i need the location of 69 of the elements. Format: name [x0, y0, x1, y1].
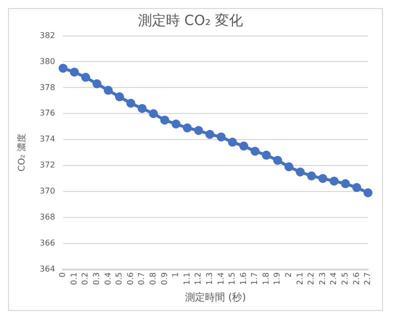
point	[273, 156, 282, 165]
point	[205, 130, 214, 139]
x-tick-label: 2.6	[352, 272, 361, 286]
point	[81, 72, 90, 82]
point	[340, 179, 350, 188]
x-tick-label: 1.7	[250, 272, 260, 286]
y-tick-label: 370	[40, 186, 56, 196]
x-tick-label: 0.1	[69, 272, 78, 286]
point	[307, 171, 316, 180]
x-tick-label: 1.8	[261, 272, 270, 286]
x-tick-label: 1.3	[204, 272, 214, 286]
x-tick-label: 2.2	[306, 272, 316, 286]
y-tick-label: 368	[40, 212, 56, 222]
point	[148, 109, 158, 118]
point	[194, 126, 204, 135]
y-tick-label: 382	[40, 30, 56, 40]
point	[126, 98, 136, 108]
x-tick-label: 0.8	[148, 272, 158, 286]
x-tick-label: 2	[284, 272, 294, 278]
point	[364, 188, 372, 198]
point	[160, 116, 170, 125]
point	[138, 104, 147, 113]
x-tick-label: 1.5	[228, 272, 237, 286]
x-tick-label: 0	[58, 272, 68, 278]
x-tick-label: 2.1	[295, 272, 304, 286]
point	[58, 64, 68, 73]
x-axis-title: 測定時間 (秒)	[185, 292, 246, 304]
x-tick-label: 0.4	[103, 272, 112, 286]
y-tick-label: 372	[40, 160, 56, 170]
point	[70, 68, 79, 77]
point	[216, 132, 226, 142]
x-tick-label: 1.2	[194, 272, 203, 286]
y-tick-label: 376	[40, 108, 56, 118]
point	[239, 142, 248, 151]
x-tick-label: 1.4	[216, 272, 226, 286]
y-tick-label: 366	[40, 238, 56, 248]
point	[250, 146, 260, 156]
x-tick-label: 0.9	[160, 272, 169, 286]
point	[318, 174, 328, 183]
x-tick-label: 0.5	[114, 272, 124, 286]
x-tick-label: 0.2	[80, 272, 90, 286]
point	[352, 183, 362, 192]
y-tick-label: 374	[40, 134, 56, 144]
y-tick-label: 364	[40, 264, 56, 274]
chart-title: 測定時 CO₂ 変化	[138, 13, 244, 30]
x-tick-label: 1.9	[272, 272, 282, 286]
point	[228, 138, 237, 147]
x-tick-label: 2.3	[318, 272, 327, 286]
point	[104, 86, 113, 95]
point	[92, 79, 102, 88]
x-tick-label: 1.1	[182, 272, 192, 286]
point	[296, 167, 305, 176]
x-tick-label: 0.6	[126, 272, 135, 286]
y-axis-title: CO₂ 濃度	[16, 134, 28, 172]
x-tick-label: 0.7	[137, 272, 146, 286]
x-tick-label: 0.3	[92, 272, 102, 286]
point	[182, 123, 192, 132]
y-tick-label: 378	[40, 82, 56, 92]
x-tick-label: 2.7	[363, 272, 372, 286]
y-tick-label: 380	[40, 56, 56, 66]
x-tick-label: 1	[171, 272, 180, 278]
point	[262, 150, 271, 160]
point	[284, 162, 294, 172]
x-tick-label: 2.4	[329, 272, 338, 286]
x-tick-label: 1.6	[238, 272, 248, 286]
point	[115, 92, 124, 102]
x-tick-label: 2.5	[340, 272, 350, 286]
point	[330, 176, 339, 186]
point	[172, 120, 181, 129]
